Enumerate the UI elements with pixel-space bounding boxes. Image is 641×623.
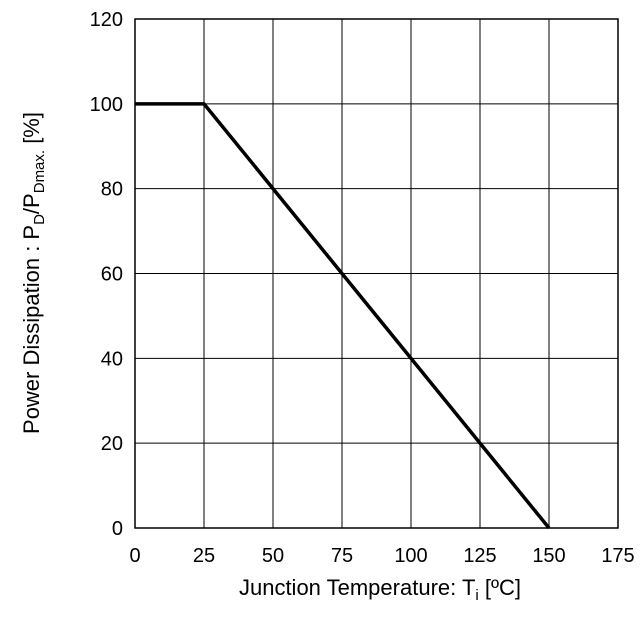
series-line-0	[135, 102, 551, 530]
x-tick-label: 0	[129, 545, 140, 567]
x-tick-label: 50	[262, 545, 284, 567]
grid-lines	[134, 18, 619, 529]
y-axis-label-sub2: Dmax.	[31, 150, 48, 193]
y-axis-label: Power Dissipation : PD/PDmax. [%]	[19, 112, 48, 434]
y-tick-label: 60	[101, 264, 123, 286]
series-layer	[135, 102, 551, 530]
y-axis-label-suffix: [%]	[19, 112, 44, 150]
plot-frame	[134, 18, 619, 529]
x-axis-label-sub: i	[475, 587, 478, 604]
x-axis-label-unit: [ºC]	[479, 575, 521, 600]
x-axis-label-main: Junction Temperature: T	[239, 575, 475, 600]
x-tick-label: 75	[331, 545, 353, 567]
x-tick-label: 25	[193, 545, 215, 567]
y-tick-labels: 0 20 40 60 80 100 120	[90, 9, 123, 540]
y-axis-label-sub1: D	[31, 214, 48, 225]
x-tick-label: 100	[394, 545, 427, 567]
x-tick-label: 150	[532, 545, 565, 567]
y-axis-label-prefix: Power Dissipation : P	[19, 225, 44, 434]
x-tick-label: 125	[463, 545, 496, 567]
y-tick-label: 120	[90, 9, 123, 31]
y-tick-label: 0	[112, 518, 123, 540]
x-tick-label: 175	[601, 545, 634, 567]
x-tick-labels: 0 25 50 75 100 125 150 175	[129, 545, 634, 567]
y-tick-label: 80	[101, 179, 123, 201]
y-tick-label: 40	[101, 348, 123, 370]
y-tick-label: 100	[90, 94, 123, 116]
y-axis-label-mid: /P	[19, 193, 44, 214]
y-tick-label: 20	[101, 433, 123, 455]
x-axis-label: Junction Temperature: Ti [ºC]	[239, 575, 521, 604]
